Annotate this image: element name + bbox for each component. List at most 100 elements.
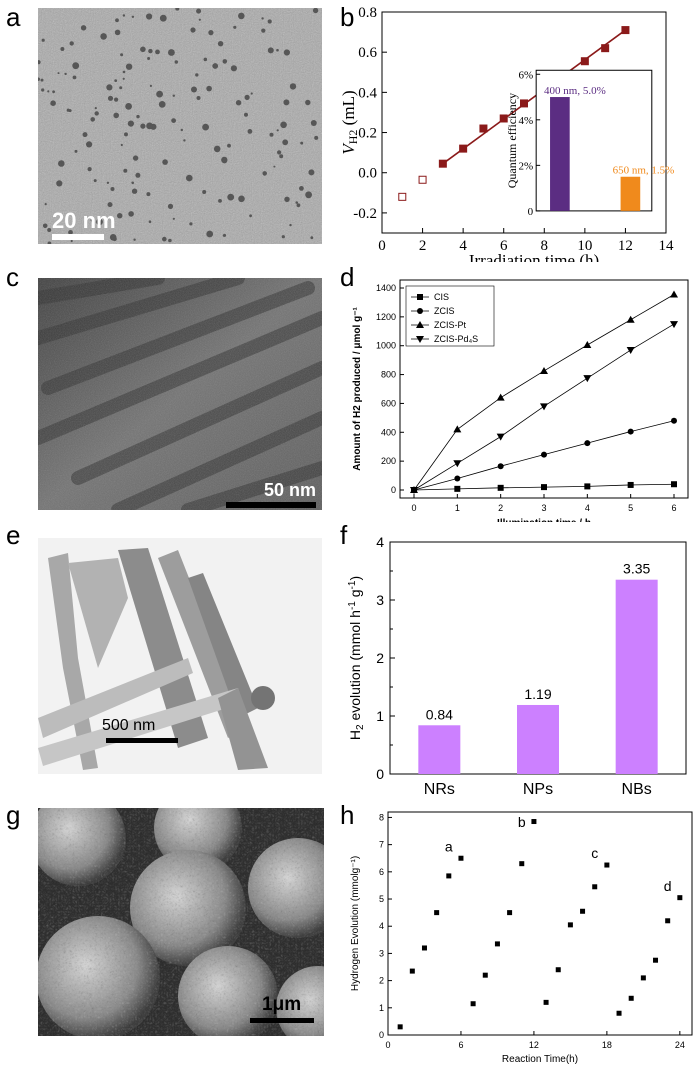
nanoparticle-dot (162, 236, 167, 242)
marker (540, 366, 548, 374)
nanoparticle-dot (107, 202, 113, 208)
series-CIS (411, 481, 677, 493)
data-point (531, 819, 537, 825)
marker (541, 484, 547, 491)
marker (497, 484, 504, 491)
x-tick-label: 4 (585, 503, 590, 513)
nanoparticle-dot (162, 159, 168, 165)
data-point (601, 44, 610, 53)
nanoparticle-dot (50, 100, 56, 106)
nanoparticle-dot (221, 156, 228, 164)
nanoparticle-dot (146, 192, 151, 197)
nanoparticle-dot (57, 72, 60, 75)
nanoparticle-dot (100, 33, 107, 40)
y-tick-label: 8 (379, 812, 384, 822)
nanoparticle-dot (58, 160, 65, 167)
inset-bar (550, 97, 570, 211)
data-point (418, 175, 427, 184)
y-axis-label: Hydrogen Evolution (mmolg⁻¹) (350, 856, 361, 991)
sem-image-g-graphic: 1μm (38, 808, 324, 1036)
nanoparticle-dot (38, 77, 40, 81)
nanoparticle-dot (247, 129, 253, 134)
nanoparticle-dots (38, 8, 319, 244)
y-tick-label: 4 (379, 921, 384, 931)
inset-y-tick-label: 0 (528, 206, 534, 218)
x-category-label: NBs (622, 781, 652, 798)
y-tick-label: 2 (376, 650, 384, 666)
nanoparticle-dot (47, 90, 50, 93)
nanoparticle-dot (196, 96, 201, 100)
nanoparticle-dot (238, 195, 245, 203)
y-tick-label: 0.8 (358, 5, 377, 21)
scalebar-g (250, 1018, 314, 1023)
data-point (459, 144, 468, 153)
nanoparticle-dot (106, 84, 113, 91)
nanoparticle-dot (82, 132, 88, 138)
nanoparticle-dot (202, 190, 207, 194)
nanoparticle-dot (68, 230, 73, 235)
y-tick-label: 1 (376, 708, 384, 724)
marker (540, 403, 548, 411)
marker (417, 308, 423, 314)
nanoparticle-dot (127, 120, 134, 127)
nanoparticle-dot (279, 154, 284, 159)
nanoparticle-dot (196, 8, 202, 14)
nanoparticle-dot (52, 90, 55, 94)
bar-value-label: 1.19 (524, 686, 551, 702)
nanoparticle-dot (110, 187, 115, 191)
nanoparticle-dot (267, 19, 272, 24)
chart-d: 0 1 2 3 4 5 6 0 200 400 600 800 1000 1200 1400 Illumina… (352, 279, 689, 522)
nanoparticle-dot (122, 70, 126, 74)
x-tick-label: 12 (618, 238, 633, 254)
marker (453, 425, 462, 433)
nanoparticle-dot (174, 60, 178, 64)
nanoparticle-dot (148, 220, 152, 223)
marker (416, 321, 424, 328)
nanoparticle-dot (277, 150, 282, 155)
nanoparticle-dot (146, 122, 153, 130)
marker (671, 417, 677, 424)
nanoparticle-dot (289, 83, 297, 90)
data-point (458, 855, 464, 861)
legend-label: ZCIS (434, 306, 455, 316)
nanoparticle-dot (140, 46, 146, 53)
data-point (507, 910, 513, 916)
nanoparticle-dot (74, 149, 78, 153)
bar-value-label: 3.35 (623, 561, 650, 577)
nanoparticle-dot (42, 223, 48, 229)
nanoparticle-dot (208, 30, 214, 36)
data-point (640, 975, 646, 981)
nanoparticle-dot (222, 59, 228, 64)
nanoparticle-dot (273, 165, 276, 168)
nanoparticle-dot (269, 132, 274, 137)
marker (417, 294, 423, 300)
nanoparticle-dot (113, 112, 119, 119)
annotation-label: d (664, 878, 672, 894)
fit-line (442, 29, 626, 165)
x-tick-label: 10 (577, 238, 592, 254)
data-point (520, 99, 528, 108)
marker (454, 485, 461, 492)
x-tick-label: 2 (419, 238, 427, 254)
nanoparticle-dot (94, 107, 97, 110)
nanoparticle-dot (238, 12, 245, 20)
panel-label-d: d (340, 262, 355, 292)
nanoparticle-dot (96, 218, 103, 226)
y-tick-label: 0.2 (358, 126, 377, 142)
x-tick-label: 0 (411, 503, 416, 513)
x-tick-label: 6 (671, 503, 676, 513)
nanoparticle-dot (183, 139, 186, 142)
marker (453, 460, 462, 468)
nanoparticle-dot (156, 90, 163, 98)
nanoparticle-dot (149, 84, 152, 87)
nanoparticle-dot (203, 57, 208, 62)
series-ZCIS-Pd₄S (410, 321, 678, 494)
nanoparticle-dot (190, 27, 196, 33)
panel-label-a: a (6, 2, 21, 32)
nanoparticle-dot (305, 191, 312, 199)
series-ZCIS-Pt (410, 290, 678, 493)
nanoparticle-dot (131, 188, 138, 194)
x-tick-label: 2 (498, 503, 503, 513)
nanoparticle-dot (140, 123, 146, 129)
y-tick-label: 5 (379, 894, 384, 904)
